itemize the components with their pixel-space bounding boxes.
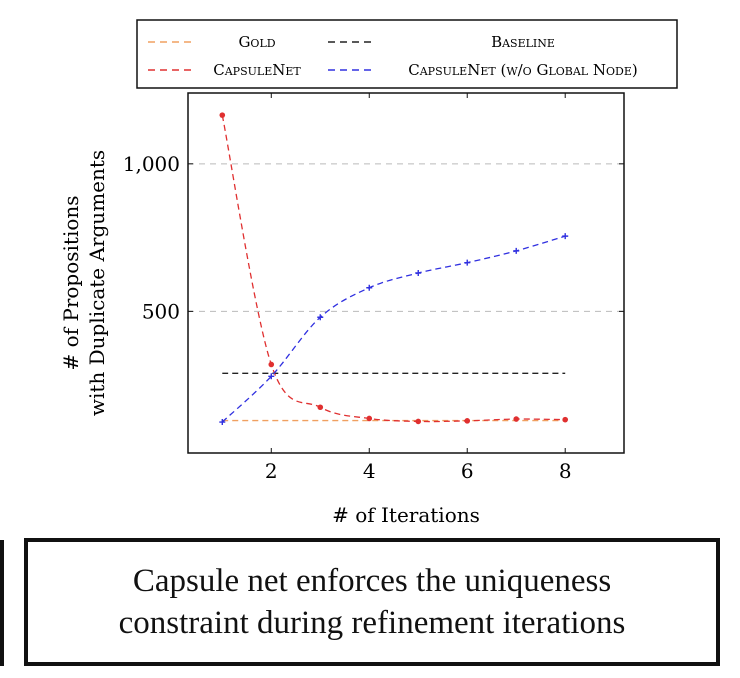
point-capsulenet-w-o-global-node — [464, 259, 471, 266]
caption-line-2: constraint during refinement iterations — [118, 605, 626, 641]
legend-label-capsulenet: CapsuleNet — [213, 61, 301, 79]
series — [219, 112, 569, 426]
point-capsulenet-w-o-global-node — [513, 247, 520, 254]
point-capsulenet — [268, 361, 275, 368]
legend-label-baseline: Baseline — [491, 33, 555, 51]
point-capsulenet — [513, 416, 520, 422]
legend-label-capsulenet-wo-global: CapsuleNet (w/o Global Node) — [408, 61, 637, 79]
point-capsulenet — [464, 418, 471, 424]
point-capsulenet — [219, 112, 226, 118]
point-capsulenet — [415, 418, 422, 425]
caption-box: Capsule net enforces the uniqueness cons… — [24, 538, 720, 666]
y-tick-label: 500 — [142, 299, 180, 323]
x-tick-label: 4 — [363, 459, 376, 483]
point-capsulenet-w-o-global-node — [366, 284, 373, 291]
point-capsulenet-w-o-global-node — [415, 270, 422, 276]
point-capsulenet-w-o-global-node — [317, 314, 324, 321]
legend-label-gold: Gold — [238, 33, 275, 51]
point-capsulenet — [562, 416, 569, 423]
point-capsulenet — [317, 404, 324, 411]
plot-frame — [187, 92, 625, 454]
y-tick-label: 1,000 — [123, 152, 180, 176]
series-line-capsulenet-w-o-global-node — [221, 235, 566, 423]
grid — [188, 163, 624, 312]
y-axis-label-line2: with Duplicate Arguments — [85, 150, 109, 416]
caption-line-1: Capsule net enforces the uniqueness — [132, 563, 612, 599]
legend-frame — [136, 19, 678, 89]
point-capsulenet-w-o-global-node — [268, 373, 275, 380]
x-tick-label: 6 — [461, 459, 474, 483]
y-axis-label-line1: # of Propositions — [59, 195, 83, 370]
point-capsulenet-w-o-global-node — [219, 419, 226, 426]
point-capsulenet-w-o-global-node — [562, 233, 569, 240]
left-edge-mark — [0, 540, 4, 666]
point-capsulenet — [366, 415, 373, 422]
x-tick-label: 8 — [559, 459, 572, 483]
ticks: 500 1,000 2 4 6 8 — [123, 93, 624, 483]
legend: Gold Baseline CapsuleNet CapsuleNet (w/o… — [136, 19, 678, 89]
x-axis-label: # of Iterations — [332, 503, 480, 527]
x-tick-label: 2 — [265, 459, 278, 483]
chart: Gold Baseline CapsuleNet CapsuleNet (w/o… — [59, 19, 678, 527]
